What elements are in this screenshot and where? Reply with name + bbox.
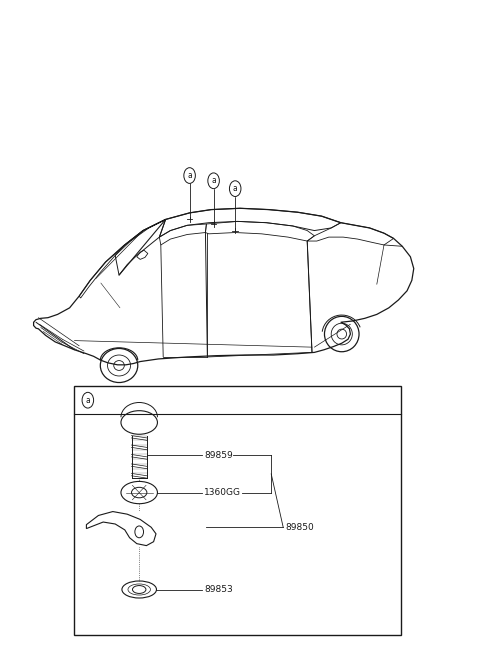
Circle shape [82, 392, 94, 408]
Text: a: a [187, 171, 192, 180]
Text: a: a [233, 184, 238, 193]
Circle shape [229, 181, 241, 196]
Text: 89853: 89853 [204, 585, 233, 594]
Bar [74, 386, 401, 635]
Circle shape [184, 168, 195, 183]
Text: a: a [211, 176, 216, 185]
Text: 89850: 89850 [286, 523, 314, 532]
Text: 89859: 89859 [204, 451, 233, 460]
Circle shape [208, 173, 219, 189]
Text: a: a [85, 396, 90, 405]
Text: 1360GG: 1360GG [204, 488, 241, 497]
